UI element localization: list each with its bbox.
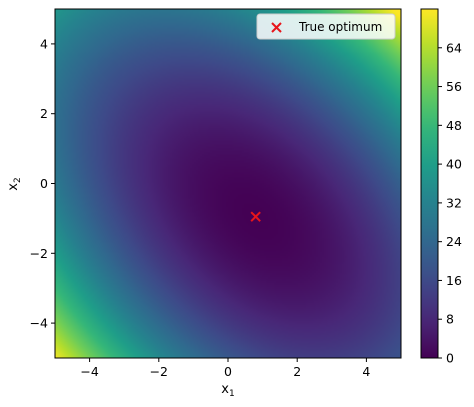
y-tick-label: −2	[30, 246, 48, 261]
y-tick-label: −4	[30, 316, 48, 331]
colorbar-tick-label: 56	[446, 79, 462, 94]
colorbar-tick-label: 16	[446, 273, 462, 288]
x-tick-label: −2	[150, 364, 168, 379]
optimum-marker	[250, 211, 261, 222]
colorbar-tick-label: 64	[446, 40, 462, 55]
colorbar-tick-label: 24	[446, 234, 462, 249]
colorbar-tick-label: 0	[446, 351, 454, 366]
colorbar-gradient	[421, 9, 438, 358]
x-tick-label: −4	[80, 364, 98, 379]
colorbar-tick-label: 40	[446, 157, 462, 172]
x-tick-label: 2	[293, 364, 301, 379]
legend-marker	[271, 22, 282, 33]
heatmap-image	[55, 9, 401, 358]
colorbar-tick-label: 32	[446, 195, 462, 210]
colorbar: 0 8 16 24 32 40 48 56 64	[420, 8, 462, 366]
x-axis-label: x1	[221, 382, 234, 399]
legend-label: True optimum	[298, 20, 382, 34]
y-tick-label: 4	[40, 36, 48, 51]
heatmap-area	[55, 9, 401, 358]
legend: True optimum	[256, 13, 396, 40]
optimum-marker-stroke	[250, 211, 261, 222]
colorbar-frame	[420, 8, 439, 359]
y-axis: −4 −2 0 2 4	[30, 36, 55, 331]
legend-box	[256, 13, 396, 40]
colorbar-tick-label: 8	[446, 312, 454, 327]
colorbar-tick-label: 48	[446, 118, 462, 133]
y-tick-label: 0	[40, 176, 48, 191]
x-tick-label: 4	[362, 364, 370, 379]
y-tick-label: 2	[40, 106, 48, 121]
x-tick-label: 0	[224, 364, 232, 379]
y-axis-label: x2	[6, 177, 23, 190]
x-axis: −4 −2 0 2 4	[80, 358, 370, 379]
colorbar-ticks: 0 8 16 24 32 40 48 56 64	[438, 40, 462, 366]
